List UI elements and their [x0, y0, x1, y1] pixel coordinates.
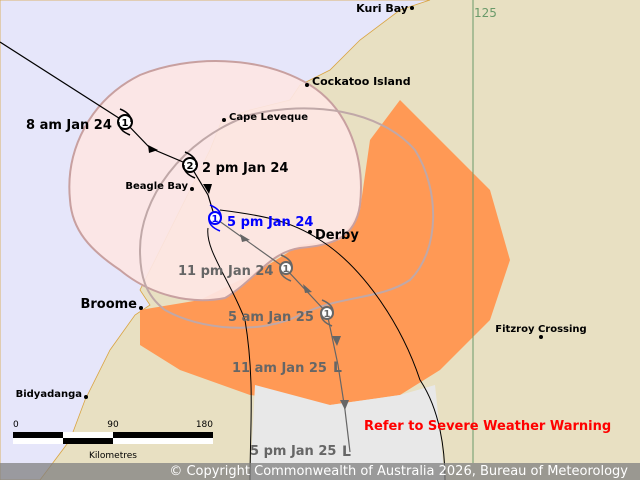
svg-text:90: 90: [107, 420, 119, 430]
place-dot: [539, 335, 543, 339]
svg-text:0: 0: [13, 420, 19, 430]
place-dot: [190, 187, 194, 191]
place-label: Bidyadanga: [16, 389, 82, 400]
past-track: [0, 41, 216, 219]
place-dot: [84, 395, 88, 399]
svg-text:1: 1: [324, 309, 331, 320]
track-arrows: [148, 145, 349, 410]
forecast-track: [214, 217, 351, 453]
svg-text:1: 1: [212, 214, 219, 225]
place-dot: [139, 306, 143, 310]
place-dot: [410, 6, 414, 10]
forecast-label-1: 11 pm Jan 24: [178, 264, 273, 279]
forecast-label-3: 11 am Jan 25: [232, 361, 327, 376]
place-label: Cape Leveque: [229, 112, 308, 123]
forecast-position-1: 1: [279, 254, 293, 282]
warning-note: Refer to Severe Weather Warning: [364, 419, 611, 434]
svg-text:2: 2: [187, 161, 194, 172]
place-dot: [305, 83, 309, 87]
forecast-label-4: 5 pm Jan 25: [250, 444, 336, 459]
warning-zone: [140, 100, 510, 405]
place-label: Cockatoo Island: [312, 75, 411, 88]
uncertainty-right: [219, 209, 446, 480]
svg-text:1: 1: [283, 264, 290, 275]
forecast-position-2: 1: [320, 299, 334, 327]
past-position-2: 2: [182, 151, 198, 179]
forecast-marker-4: L: [342, 444, 351, 460]
scale-bar: 0 90 180 Kilometres: [13, 420, 213, 461]
place-label: Broome: [80, 297, 137, 312]
svg-text:Kilometres: Kilometres: [89, 451, 137, 461]
forecast-marker-3: L: [333, 360, 342, 376]
copyright: © Copyright Commonwealth of Australia 20…: [0, 463, 640, 480]
longitude-label: 125: [474, 6, 497, 20]
past-label-2: 2 pm Jan 24: [202, 161, 288, 176]
place-dot: [222, 118, 226, 122]
place-dot: [308, 230, 312, 234]
past-label-1: 8 am Jan 24: [26, 118, 112, 133]
place-label: Derby: [315, 228, 359, 243]
past-position-1: 1: [117, 108, 133, 136]
uncertainty-outline: [138, 107, 435, 329]
current-position: 1: [208, 204, 222, 232]
uncertainty-left: [207, 227, 252, 480]
place-label: Kuri Bay: [356, 2, 408, 15]
place-label: Beagle Bay: [125, 181, 188, 192]
current-label: 5 pm Jan 24: [227, 215, 313, 230]
place-labels: Kuri Bay Cockatoo Island Cape Leveque Beagl…: [16, 2, 587, 400]
svg-text:1: 1: [122, 118, 129, 129]
svg-text:180: 180: [196, 420, 213, 430]
forecast-label-2: 5 am Jan 25: [228, 310, 314, 325]
place-label: Fitzroy Crossing: [495, 324, 586, 335]
